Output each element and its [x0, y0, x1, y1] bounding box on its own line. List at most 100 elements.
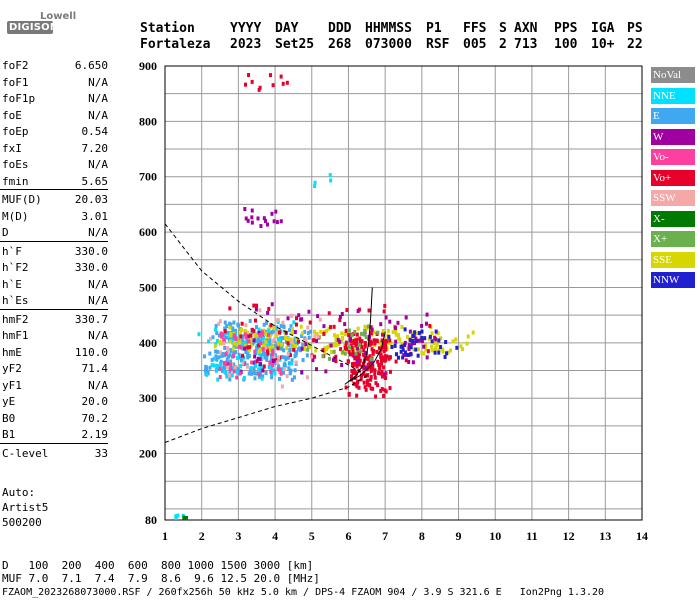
echo-point	[340, 312, 344, 317]
echo-point	[257, 367, 261, 372]
echo-point	[390, 344, 394, 349]
echo-point	[248, 318, 252, 323]
echo-point	[369, 325, 373, 330]
echo-point	[239, 358, 243, 363]
echo-point	[260, 376, 264, 381]
echo-point	[243, 340, 247, 345]
echo-point	[461, 347, 465, 352]
echo-point	[340, 331, 344, 336]
echo-point	[394, 359, 398, 364]
echo-point	[255, 359, 259, 364]
echo-point	[252, 328, 256, 333]
param-row: h`F2 330.0	[2, 262, 108, 274]
echo-point	[369, 377, 373, 382]
echo-point	[261, 374, 265, 379]
echo-point	[276, 360, 280, 365]
echo-point	[257, 330, 261, 335]
echo-point	[364, 350, 368, 355]
echo-point	[297, 313, 301, 318]
echo-point	[258, 357, 262, 362]
echo-point	[268, 345, 272, 350]
echo-point	[343, 322, 347, 327]
echo-point	[228, 367, 232, 372]
x-tick-label: 14	[636, 529, 648, 543]
echo-point	[436, 331, 440, 336]
param-row: h`Es N/A	[2, 295, 108, 307]
echo-point	[332, 333, 336, 338]
echo-point	[413, 330, 417, 335]
echo-point	[259, 362, 263, 367]
echo-point	[343, 332, 347, 337]
echo-point	[239, 345, 243, 350]
param-label: yF2	[2, 362, 22, 375]
echo-point	[385, 354, 389, 359]
echo-point	[420, 339, 424, 344]
echo-point	[247, 348, 251, 353]
echo-point	[237, 352, 241, 357]
header-value: 2	[499, 37, 507, 52]
echo-point	[293, 354, 297, 359]
echo-point	[290, 377, 294, 382]
echo-point	[287, 366, 291, 371]
echo-point	[268, 325, 272, 330]
echo-point	[332, 324, 336, 329]
echo-point	[344, 344, 348, 349]
param-row: fmin 5.65	[2, 175, 108, 188]
echo-point	[278, 337, 282, 342]
trace-curve	[348, 331, 386, 383]
echo-point	[376, 383, 380, 388]
echo-point	[209, 336, 213, 341]
echo-point	[382, 349, 386, 354]
header-label: FFS	[463, 21, 487, 36]
header-label: AXN	[514, 21, 538, 36]
echo-point	[380, 387, 384, 392]
echo-point	[433, 346, 437, 351]
echo-point	[311, 358, 315, 363]
echo-point	[350, 333, 354, 338]
echo-point	[225, 357, 229, 362]
echo-point	[378, 340, 382, 345]
echo-point	[328, 356, 332, 361]
param-label: foF2	[2, 59, 29, 72]
echo-point	[384, 357, 388, 362]
echo-point	[369, 368, 373, 373]
echo-point	[417, 330, 421, 335]
echo-point	[221, 351, 225, 356]
echo-point	[428, 334, 432, 339]
echo-point	[376, 330, 380, 335]
echo-point	[417, 338, 421, 343]
echo-point	[394, 352, 398, 357]
echo-point	[262, 322, 266, 327]
echo-point	[229, 359, 233, 364]
echo-point	[257, 343, 261, 348]
echo-point	[309, 345, 313, 350]
echo-point	[250, 327, 254, 332]
echo-point	[249, 339, 253, 344]
echo-point	[372, 330, 376, 335]
param-label: hmE	[2, 345, 22, 359]
echo-point	[362, 332, 366, 337]
echo-point	[224, 351, 228, 356]
echo-point	[340, 362, 344, 367]
echo-point	[294, 350, 298, 355]
echo-point	[257, 372, 261, 377]
plot-frame	[164, 65, 643, 521]
echo-point	[420, 336, 424, 341]
y-tick-label: 80	[145, 513, 157, 527]
echo-point	[347, 328, 351, 333]
echo-point	[220, 353, 224, 358]
echo-point	[293, 368, 297, 373]
echo-point	[279, 345, 283, 350]
echo-point	[235, 370, 239, 375]
echo-point	[216, 377, 220, 382]
legend-item: Vo+	[651, 169, 695, 186]
echo-point	[351, 351, 355, 356]
y-tick-label: 500	[139, 280, 157, 294]
echo-point	[384, 389, 388, 394]
param-row: fxI 7.20	[2, 142, 108, 155]
echo-point	[265, 222, 269, 227]
param-value: 70.2	[81, 411, 109, 425]
echo-point	[411, 360, 415, 365]
echo-point	[272, 368, 276, 373]
echo-point	[261, 332, 265, 337]
